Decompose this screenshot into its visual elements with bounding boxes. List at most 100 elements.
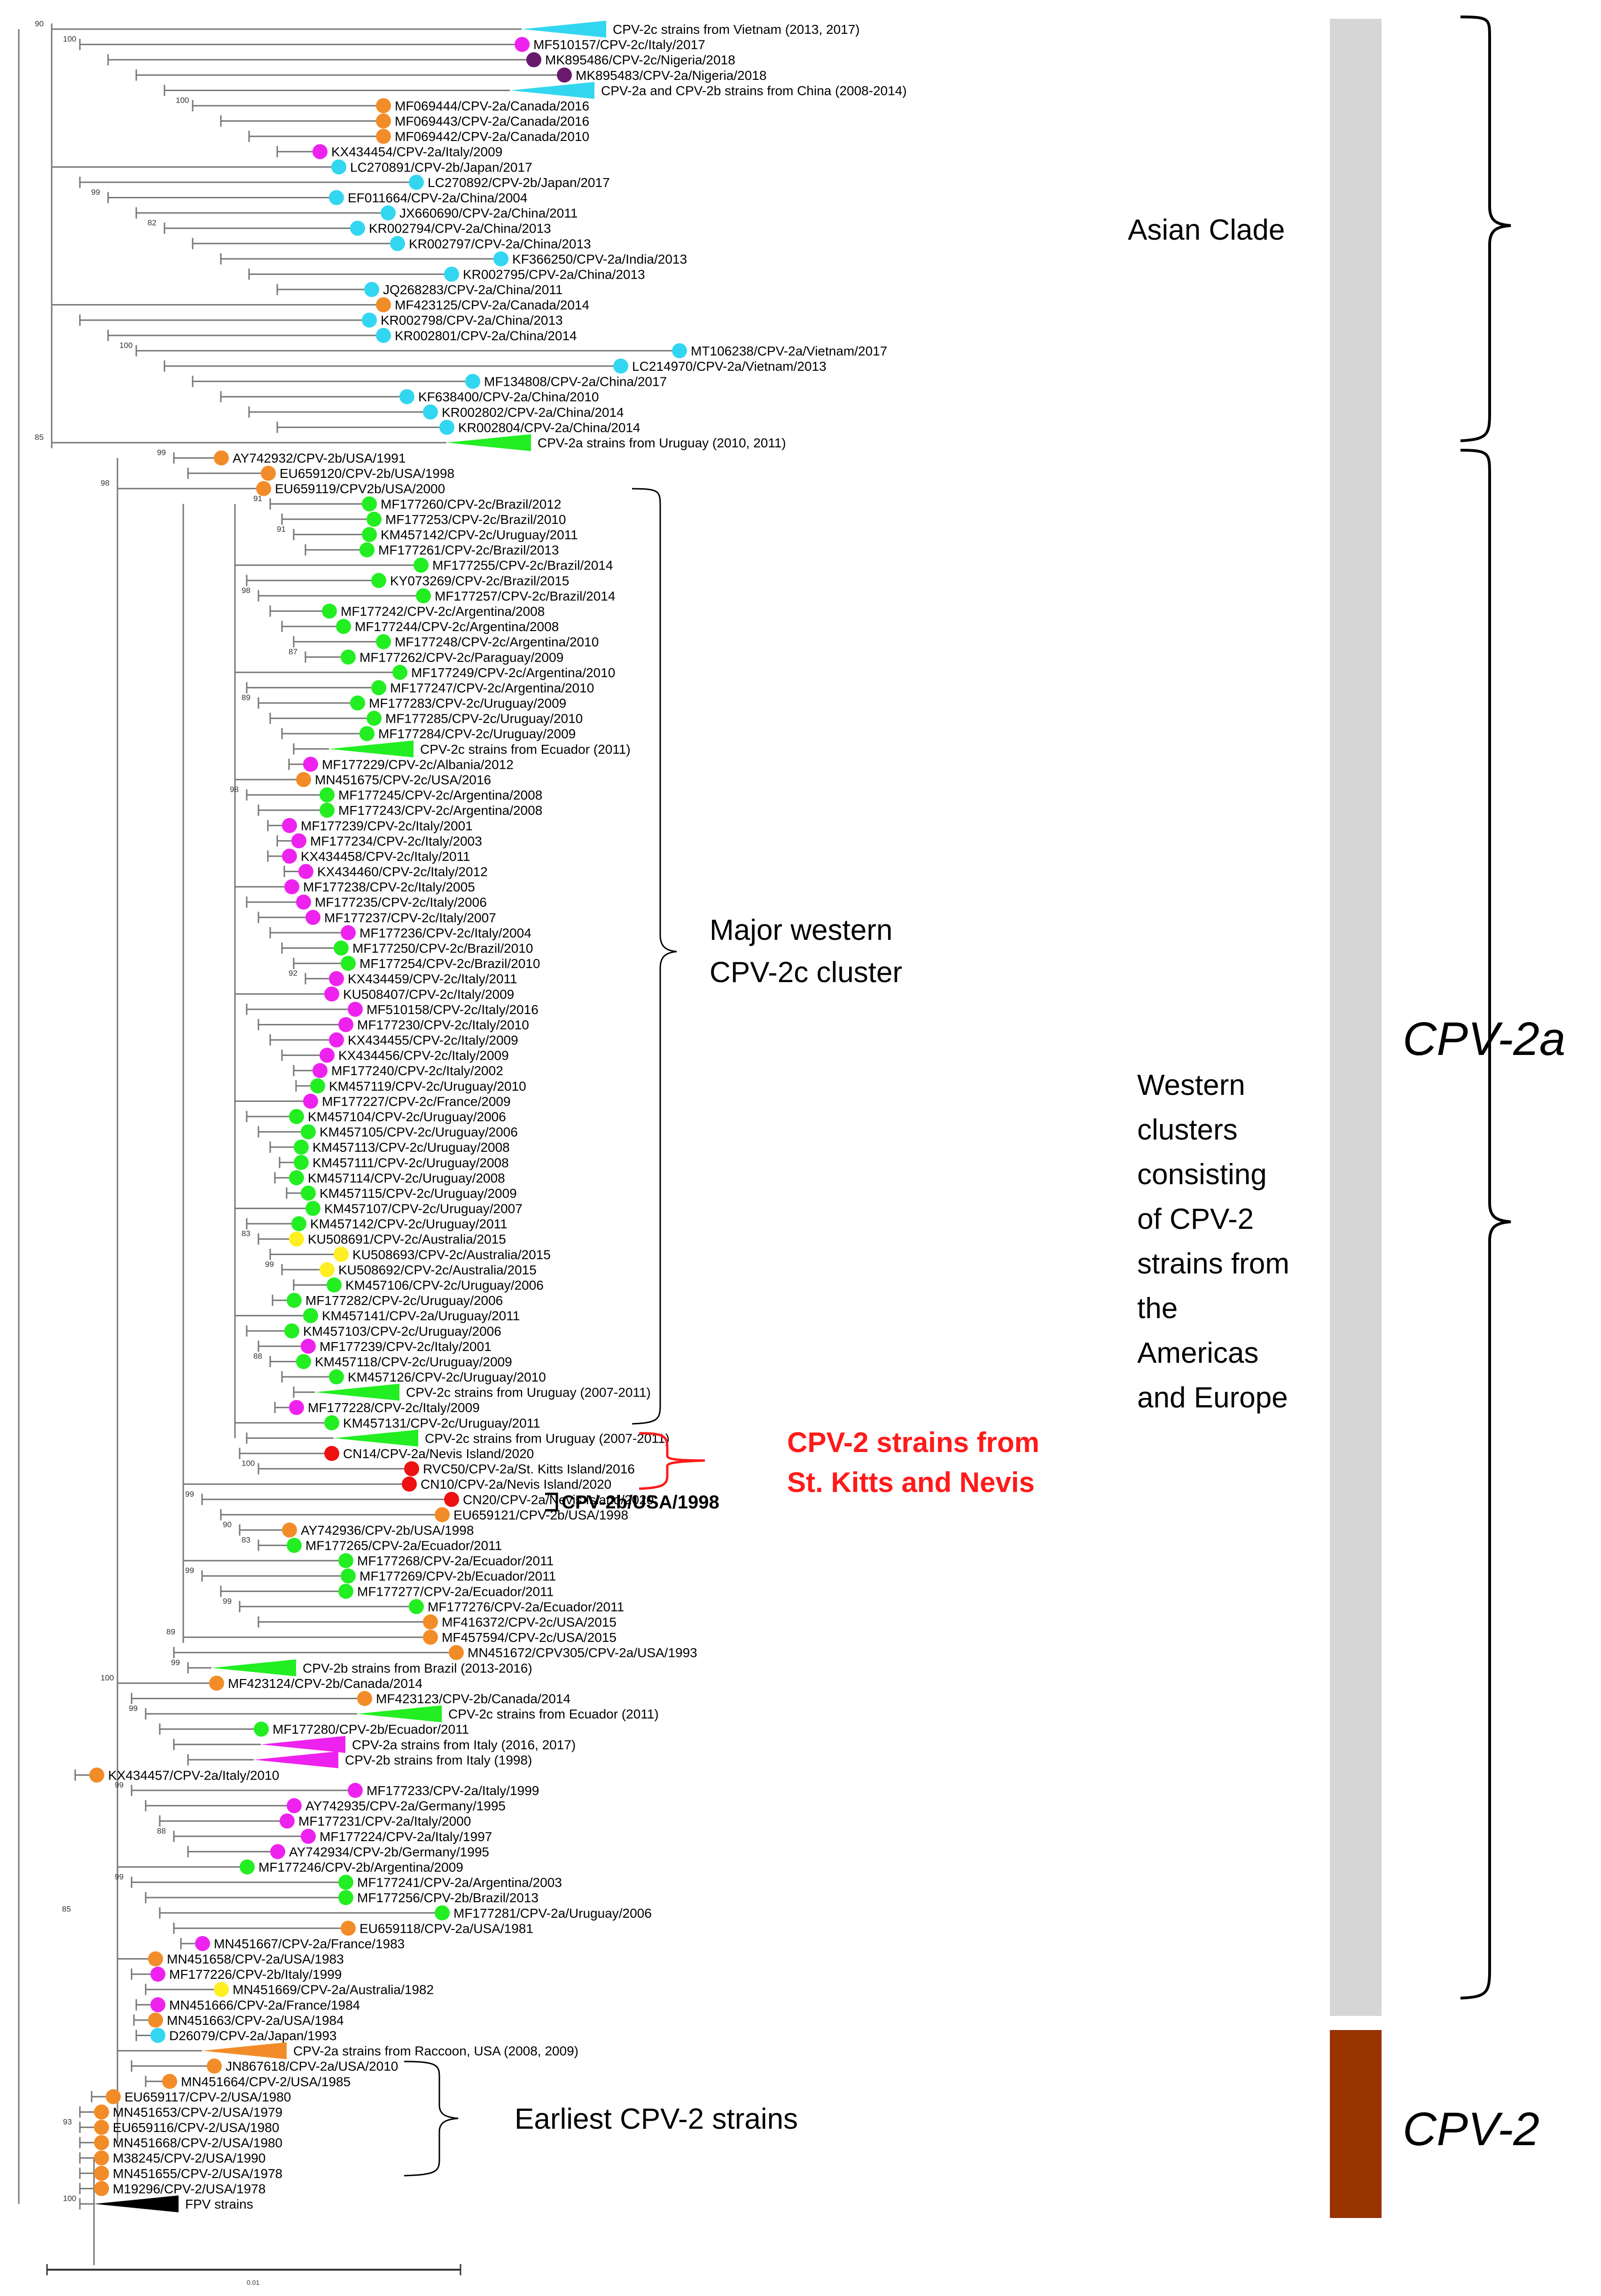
taxon-label: KU508691/CPV-2c/Australia/2015 [308, 1232, 506, 1247]
taxon-label: CPV-2c strains from Uruguay (2007-2011) [425, 1431, 670, 1445]
bootstrap-value: 100 [63, 2194, 76, 2203]
tree-branches [18, 23, 672, 2265]
taxon-label: CPV-2a and CPV-2b strains from China (20… [601, 83, 907, 98]
taxon-marker [284, 879, 299, 895]
taxon-marker [150, 1967, 165, 1982]
bootstrap-value: 93 [63, 2117, 72, 2126]
taxon-label: MF177282/CPV-2c/Uruguay/2006 [305, 1293, 503, 1308]
taxon-marker [94, 2181, 109, 2196]
taxon-label: KU508407/CPV-2c/Italy/2009 [343, 987, 514, 1001]
taxon-marker [338, 1017, 353, 1032]
cpv2b-usa-label: CPV-2b/USA/1998 [562, 1492, 719, 1513]
collapsed-clade-triangle [94, 2195, 179, 2212]
taxon-marker [409, 1599, 424, 1614]
bootstrap-value: 91 [253, 494, 262, 503]
taxon-label: MF177284/CPV-2c/Uruguay/2009 [378, 726, 576, 741]
taxon-label: KX434457/CPV-2a/Italy/2010 [108, 1768, 279, 1782]
taxon-label: MF177257/CPV-2c/Brazil/2014 [435, 589, 615, 603]
taxon-label: KM457114/CPV-2c/Uruguay/2008 [308, 1171, 505, 1185]
taxon-label: MN451668/CPV-2/USA/1980 [113, 2136, 282, 2150]
taxon-marker [303, 1093, 318, 1109]
taxon-marker [324, 986, 339, 1002]
western-line-2: consisting [1137, 1158, 1267, 1191]
taxon-label: KX434454/CPV-2a/Italy/2009 [331, 145, 502, 159]
taxon-label: KM457142/CPV-2c/Uruguay/2011 [310, 1217, 508, 1231]
taxon-label: MF177277/CPV-2a/Ecuador/2011 [357, 1584, 554, 1599]
taxon-marker [291, 833, 306, 849]
taxon-marker [444, 1492, 459, 1507]
taxon-label: KM457131/CPV-2c/Uruguay/2011 [343, 1416, 540, 1430]
taxon-marker [301, 1185, 316, 1201]
taxon-marker [289, 1109, 304, 1124]
taxon-marker [357, 1691, 372, 1706]
taxon-marker [324, 1446, 339, 1461]
western-line-1: clusters [1137, 1114, 1238, 1146]
collapsed-clade-triangle [211, 1659, 296, 1677]
taxon-marker [294, 1155, 309, 1170]
taxon-label: MN451658/CPV-2a/USA/1983 [167, 1952, 344, 1967]
bootstrap-value: 83 [242, 1229, 250, 1238]
taxon-label: KM457141/CPV-2a/Uruguay/2011 [322, 1309, 520, 1323]
taxon-label: MF177240/CPV-2c/Italy/2002 [331, 1063, 503, 1078]
collapsed-clade-triangle [334, 1429, 418, 1447]
bootstrap-value: 99 [157, 448, 166, 457]
taxon-label: MF177228/CPV-2c/Italy/2009 [308, 1400, 480, 1415]
taxon-marker [409, 174, 424, 190]
taxon-label: KM457119/CPV-2c/Uruguay/2010 [329, 1079, 526, 1093]
taxon-label: MF177248/CPV-2c/Argentina/2010 [395, 635, 599, 649]
bootstrap-value: 87 [289, 647, 297, 656]
collapsed-clade-triangle [357, 1705, 442, 1723]
skn-label-1: CPV-2 strains from [787, 1427, 1039, 1458]
western-line-7: and Europe [1137, 1382, 1288, 1414]
taxon-marker [399, 389, 414, 405]
bootstrap-value: 99 [185, 1566, 194, 1575]
bootstrap-value: 92 [289, 969, 297, 978]
taxon-marker [493, 251, 508, 266]
taxon-marker [282, 848, 297, 864]
asian-clade-bracket [1460, 16, 1511, 442]
taxon-label: MN451669/CPV-2a/Australia/1982 [233, 1983, 434, 1997]
bootstrap-value: 99 [115, 1873, 124, 1882]
taxon-marker [280, 1813, 295, 1829]
taxon-label: KM457113/CPV-2c/Uruguay/2008 [312, 1140, 510, 1155]
taxon-marker [402, 1476, 417, 1492]
taxon-marker [376, 634, 391, 649]
taxon-marker [320, 803, 335, 818]
taxon-marker [294, 1140, 309, 1155]
taxon-label: MF510157/CPV-2c/Italy/2017 [533, 38, 705, 52]
taxon-label: MF177250/CPV-2c/Brazil/2010 [352, 941, 533, 955]
taxon-label: MF177280/CPV-2b/Ecuador/2011 [273, 1722, 469, 1737]
taxon-label: MT106238/CPV-2a/Vietnam/2017 [691, 344, 887, 358]
major-western-bracket [632, 488, 677, 1425]
taxon-marker [334, 940, 349, 956]
taxon-marker [150, 2028, 165, 2043]
taxon-marker [289, 1170, 304, 1186]
taxon-label: KR002801/CPV-2a/China/2014 [395, 328, 577, 343]
taxon-label: MK895486/CPV-2c/Nigeria/2018 [545, 53, 735, 67]
collapsed-clade-triangle [261, 1736, 345, 1753]
taxon-marker [338, 1553, 353, 1569]
taxon-marker [557, 67, 572, 83]
taxon-label: KM457103/CPV-2c/Uruguay/2006 [303, 1324, 501, 1338]
taxon-marker [291, 1216, 306, 1232]
taxon-marker [296, 772, 311, 787]
taxon-marker [341, 1921, 356, 1936]
taxon-marker [320, 787, 335, 803]
taxon-label: LC270891/CPV-2b/Japan/2017 [350, 160, 532, 174]
bootstrap-value: 91 [277, 525, 286, 534]
taxon-label: MF177237/CPV-2c/Italy/2007 [324, 910, 496, 925]
taxon-marker [89, 1767, 104, 1783]
inner-brackets [404, 488, 677, 2177]
taxon-marker [376, 129, 391, 144]
collapsed-clade-triangle [522, 21, 606, 38]
taxon-marker [465, 374, 480, 389]
bootstrap-value: 98 [242, 586, 250, 595]
taxon-marker [350, 695, 365, 711]
taxon-marker [301, 1124, 316, 1140]
taxon-label: D26079/CPV-2a/Japan/1993 [169, 2028, 337, 2043]
taxon-label: KM457111/CPV-2c/Uruguay/2008 [312, 1156, 509, 1170]
bootstrap-value: 98 [230, 785, 239, 794]
taxon-label: KU508692/CPV-2c/Australia/2015 [338, 1263, 537, 1277]
taxon-marker [329, 190, 344, 205]
